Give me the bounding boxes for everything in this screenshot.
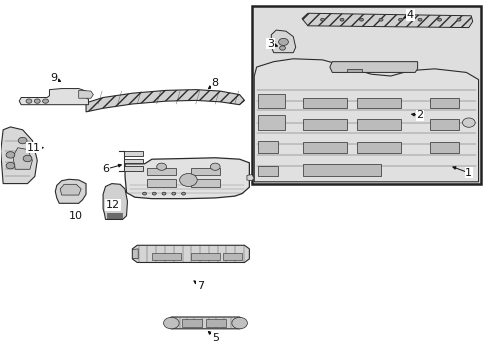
Text: 5: 5 — [211, 333, 218, 343]
Polygon shape — [246, 175, 254, 181]
Bar — [303, 164, 380, 176]
Circle shape — [210, 163, 220, 170]
Circle shape — [162, 192, 165, 195]
Polygon shape — [55, 179, 86, 203]
Polygon shape — [13, 148, 32, 169]
Bar — [258, 94, 285, 108]
Bar — [258, 116, 285, 130]
Bar — [356, 98, 400, 108]
Circle shape — [278, 39, 288, 45]
Text: 1: 1 — [465, 168, 471, 178]
Circle shape — [179, 174, 197, 186]
Bar — [356, 142, 400, 153]
Polygon shape — [79, 90, 93, 98]
Circle shape — [23, 155, 32, 162]
Circle shape — [157, 163, 166, 170]
Circle shape — [462, 118, 474, 127]
Bar — [303, 142, 346, 153]
Bar — [303, 98, 346, 108]
Polygon shape — [271, 30, 295, 53]
Polygon shape — [254, 59, 478, 182]
Polygon shape — [302, 13, 472, 28]
Bar — [107, 213, 122, 214]
Circle shape — [163, 318, 179, 329]
Bar — [206, 319, 225, 327]
Text: 2: 2 — [416, 111, 423, 121]
Circle shape — [417, 18, 421, 21]
Polygon shape — [60, 184, 81, 195]
Bar — [147, 168, 176, 175]
Circle shape — [6, 152, 15, 158]
Text: 8: 8 — [211, 78, 218, 88]
Polygon shape — [125, 158, 249, 199]
Bar — [107, 215, 122, 216]
Circle shape — [456, 18, 460, 21]
Text: 3: 3 — [266, 39, 273, 49]
Bar — [147, 179, 176, 187]
Polygon shape — [166, 317, 244, 329]
Bar — [152, 253, 181, 260]
Bar — [107, 217, 122, 218]
Polygon shape — [329, 62, 417, 72]
Circle shape — [42, 99, 48, 103]
Circle shape — [231, 318, 247, 329]
Text: 7: 7 — [197, 281, 204, 291]
Bar — [429, 119, 458, 130]
Text: 12: 12 — [105, 200, 120, 210]
Polygon shape — [0, 127, 37, 184]
Polygon shape — [19, 89, 88, 105]
Bar — [429, 98, 458, 108]
Bar — [190, 179, 220, 187]
Circle shape — [6, 162, 15, 169]
Circle shape — [320, 18, 324, 21]
Polygon shape — [86, 90, 244, 112]
Text: 4: 4 — [406, 10, 413, 20]
Circle shape — [142, 192, 146, 195]
Bar — [182, 319, 201, 327]
Circle shape — [279, 46, 285, 50]
Circle shape — [378, 18, 382, 21]
Text: 11: 11 — [27, 143, 41, 153]
Polygon shape — [346, 69, 361, 72]
Bar — [124, 151, 142, 156]
Circle shape — [398, 18, 402, 21]
Bar — [303, 119, 346, 130]
Circle shape — [171, 192, 175, 195]
Bar — [356, 119, 400, 130]
Bar — [258, 140, 277, 153]
Bar — [258, 166, 277, 176]
Bar — [190, 253, 220, 260]
Circle shape — [152, 192, 156, 195]
Circle shape — [181, 192, 185, 195]
Polygon shape — [132, 249, 138, 259]
Bar — [124, 166, 142, 171]
Circle shape — [26, 99, 32, 103]
Bar — [251, 6, 480, 184]
Circle shape — [339, 18, 343, 21]
Circle shape — [437, 18, 441, 21]
Circle shape — [108, 201, 120, 210]
Text: 10: 10 — [69, 211, 83, 221]
Text: 6: 6 — [102, 164, 109, 174]
Text: 9: 9 — [50, 73, 57, 83]
Bar — [124, 159, 142, 163]
Circle shape — [34, 99, 40, 103]
Bar — [429, 142, 458, 153]
Bar — [222, 253, 242, 260]
Polygon shape — [103, 184, 127, 220]
Circle shape — [359, 18, 363, 21]
Circle shape — [18, 137, 27, 144]
Polygon shape — [132, 245, 249, 262]
Bar — [190, 168, 220, 175]
